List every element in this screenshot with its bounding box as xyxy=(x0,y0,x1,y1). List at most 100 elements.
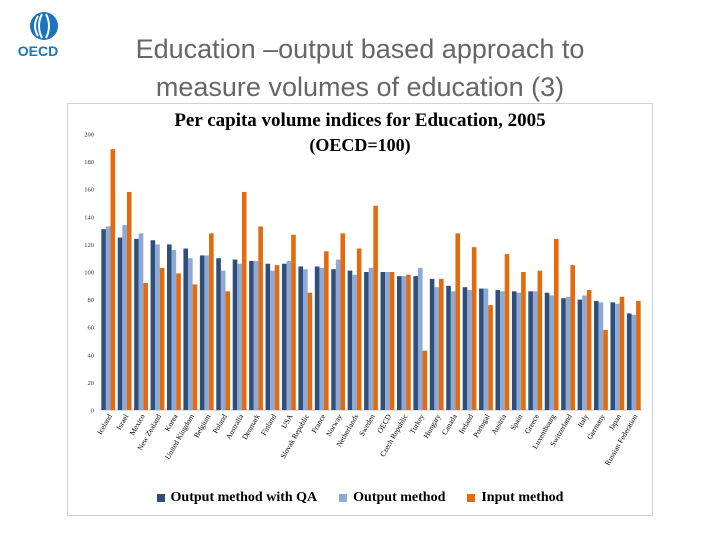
bar-qa xyxy=(594,300,599,410)
bar-output xyxy=(401,276,407,410)
bar-input xyxy=(307,292,313,410)
bar-output xyxy=(434,287,439,410)
bar-output xyxy=(565,296,571,410)
bar-input xyxy=(340,233,346,410)
oecd-logo: OECD xyxy=(18,12,58,59)
bar-qa xyxy=(134,238,139,410)
bar-qa xyxy=(479,288,484,410)
bar-input xyxy=(258,226,263,410)
bar-input xyxy=(504,254,510,410)
bar-input xyxy=(225,291,231,410)
legend-swatch xyxy=(467,494,476,502)
bar-qa xyxy=(314,266,320,410)
bar-output xyxy=(220,270,226,410)
slide-title-line2: measure volumes of education (3) xyxy=(155,72,565,102)
bar-input xyxy=(603,329,608,410)
legend-label: Output method with QA xyxy=(170,490,318,505)
bar-qa xyxy=(265,263,271,410)
y-tick-label: 60 xyxy=(88,325,95,332)
bar-output xyxy=(532,291,538,410)
bar-output xyxy=(385,272,390,410)
x-tick-label: Sweden xyxy=(357,412,377,437)
bar-input xyxy=(636,300,641,410)
bar-output xyxy=(204,255,210,410)
bar-input xyxy=(488,305,493,410)
chart-subtitle: (OECD=100) xyxy=(309,135,411,155)
bar-output xyxy=(188,258,193,410)
y-tick-label: 180 xyxy=(84,159,94,166)
bar-output xyxy=(335,259,341,410)
bar-output xyxy=(171,249,177,410)
bar-input xyxy=(126,191,132,410)
bar-output xyxy=(319,267,325,410)
bar-output xyxy=(352,274,357,410)
x-tick-label: Israel xyxy=(114,413,130,432)
x-tick-label: USA xyxy=(279,412,295,430)
x-tick-label: Italy xyxy=(576,412,591,429)
y-tick-label: 160 xyxy=(84,187,94,194)
y-tick-label: 200 xyxy=(84,132,94,139)
bar-output xyxy=(270,270,275,410)
y-tick-label: 100 xyxy=(84,270,94,277)
x-tick-label: Canada xyxy=(440,412,459,437)
bar-input xyxy=(570,265,575,410)
bar-input xyxy=(356,248,362,410)
bar-output xyxy=(615,303,620,410)
bar-input xyxy=(422,350,428,410)
bar-qa xyxy=(577,299,583,410)
chart-frame: Per capita volume indices for Education,… xyxy=(67,103,653,516)
bar-input xyxy=(143,283,148,410)
bar-qa xyxy=(216,258,221,410)
bar-input xyxy=(586,289,592,410)
chart-legend: Output method with QA Output method Input … xyxy=(68,490,652,506)
y-tick-label: 80 xyxy=(88,297,95,304)
bar-output xyxy=(549,295,554,410)
bar-chart: 0 20 40 60 80 100 120 140 160 180 200 Iceland Israel… xyxy=(84,132,642,467)
bar-input xyxy=(209,233,214,410)
slide-title: Education –output based approach to meas… xyxy=(80,30,640,106)
bar-output xyxy=(122,225,127,410)
bar-qa xyxy=(199,255,205,410)
bar-qa xyxy=(150,240,156,410)
bar-output xyxy=(303,269,308,410)
legend-item: Output method xyxy=(339,490,445,506)
bar-input xyxy=(537,270,543,410)
legend-item: Output method with QA xyxy=(156,490,318,506)
x-tick-label: Japan xyxy=(607,412,623,432)
bar-qa xyxy=(396,276,402,410)
bar-qa xyxy=(626,313,632,410)
bar-input xyxy=(439,278,444,410)
legend-swatch xyxy=(339,494,348,502)
bar-output xyxy=(253,260,259,410)
x-tick-label: Finland xyxy=(259,412,278,437)
bar-qa xyxy=(429,278,435,410)
bar-qa xyxy=(462,287,468,410)
bar-qa xyxy=(347,270,353,410)
bar-input xyxy=(406,274,411,410)
bar-output xyxy=(417,267,423,410)
bar-input xyxy=(521,272,526,410)
bar-output xyxy=(450,291,456,410)
bar-output xyxy=(598,302,604,410)
chart-title: Per capita volume indices for Education,… xyxy=(174,110,546,131)
bar-qa xyxy=(298,266,303,410)
legend-item: Input method xyxy=(467,490,563,506)
legend-label: Output method xyxy=(353,490,446,505)
bar-input xyxy=(291,234,296,410)
bar-output xyxy=(483,288,489,410)
y-tick-label: 0 xyxy=(91,408,94,415)
bar-qa xyxy=(610,302,616,410)
bar-input xyxy=(241,191,247,410)
bar-qa xyxy=(183,248,189,410)
x-tick-label: Austria xyxy=(489,412,508,436)
legend-label: Input method xyxy=(481,490,564,505)
legend-swatch xyxy=(156,494,165,502)
bar-input xyxy=(455,233,461,410)
oecd-logo-text: OECD xyxy=(18,43,58,59)
y-tick-label: 40 xyxy=(88,352,95,359)
bar-output xyxy=(138,233,144,410)
bar-qa xyxy=(511,291,517,410)
x-tick-label: Spain xyxy=(508,412,524,432)
bar-qa xyxy=(380,272,386,410)
bar-output xyxy=(582,295,587,410)
